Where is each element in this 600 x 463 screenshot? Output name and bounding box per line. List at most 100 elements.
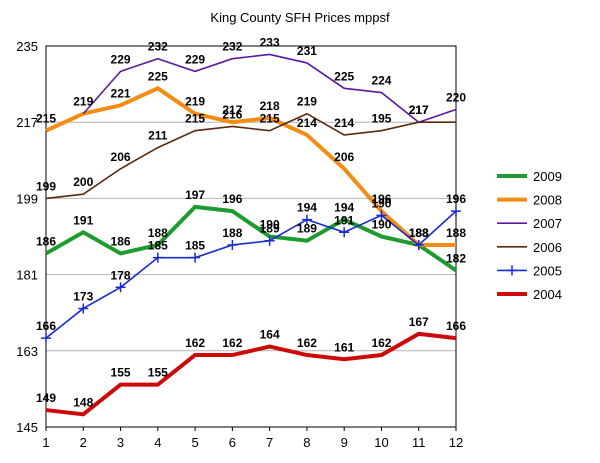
data-label: 224 (371, 74, 391, 88)
data-label: 155 (111, 366, 131, 380)
data-label: 232 (148, 40, 168, 54)
point-marker (227, 239, 238, 250)
y-tick-label: 181 (16, 268, 38, 283)
legend-label: 2004 (533, 287, 562, 302)
y-tick-label: 145 (16, 420, 38, 435)
data-label: 188 (446, 226, 466, 240)
data-label: 197 (185, 188, 205, 202)
legend-label: 2007 (533, 216, 562, 231)
data-label: 211 (148, 129, 168, 143)
data-label: 231 (297, 44, 317, 58)
data-label: 148 (73, 395, 93, 409)
data-label: 162 (371, 336, 391, 350)
legend-label: 2008 (533, 193, 562, 208)
data-label: 191 (334, 213, 354, 227)
data-label: 195 (371, 112, 391, 126)
point-marker (115, 282, 126, 293)
series-line-2008 (45, 86, 456, 247)
x-tick-label: 3 (117, 435, 124, 450)
point-marker (413, 239, 424, 250)
data-label: 215 (260, 112, 280, 126)
data-label: 221 (111, 86, 131, 100)
x-tick-label: 2 (80, 435, 87, 450)
x-tick-label: 4 (154, 435, 161, 450)
data-label: 214 (334, 116, 354, 130)
point-marker (301, 214, 312, 225)
data-label: 188 (148, 226, 168, 240)
data-label: 186 (111, 234, 131, 248)
data-label: 188 (409, 226, 429, 240)
data-label: 216 (222, 107, 242, 121)
y-tick-label: 235 (16, 39, 38, 54)
legend: 2009 2008 2007 2006 2005 2004 (497, 169, 562, 302)
y-tick-label: 163 (16, 344, 38, 359)
legend-label: 2005 (533, 263, 562, 278)
series-line-2007 (82, 53, 457, 124)
data-label: 162 (185, 336, 205, 350)
data-label: 155 (148, 366, 168, 380)
data-label: 217 (409, 103, 429, 117)
series-line-2006 (45, 112, 456, 200)
data-label: 229 (111, 52, 131, 66)
data-label: 188 (409, 226, 429, 240)
x-tick-label: 5 (191, 435, 198, 450)
point-marker (78, 303, 89, 314)
data-label: 166 (446, 319, 466, 333)
point-marker (264, 235, 275, 246)
series-line-2005 (45, 210, 457, 339)
data-label: 196 (222, 192, 242, 206)
point-marker (451, 206, 461, 217)
data-label: 164 (260, 328, 280, 342)
x-tick-label: 6 (229, 435, 236, 450)
x-tick-label: 10 (374, 435, 388, 450)
y-tick-label: 199 (16, 191, 38, 206)
series-line-2004 (45, 331, 457, 417)
x-tick-label: 8 (303, 435, 310, 450)
point-marker (190, 252, 201, 263)
data-label: 215 (36, 112, 56, 126)
series-markers (41, 206, 461, 344)
series-line-2009 (45, 204, 458, 273)
data-label: 196 (371, 192, 391, 206)
data-label: 189 (260, 222, 280, 236)
legend-label: 2009 (533, 169, 562, 184)
data-label: 190 (371, 218, 391, 232)
point-marker (376, 210, 387, 221)
data-label: 232 (222, 40, 242, 54)
data-label: 188 (222, 226, 242, 240)
plot-area (45, 45, 457, 428)
data-label: 200 (73, 175, 93, 189)
data-label: 162 (222, 336, 242, 350)
data-label: 185 (185, 239, 205, 253)
data-label: 217 (409, 103, 429, 117)
point-marker (41, 333, 51, 344)
data-label: 219 (185, 95, 205, 109)
data-label: 199 (36, 179, 56, 193)
data-label: 218 (260, 99, 280, 113)
data-label: 161 (334, 340, 354, 354)
data-label: 190 (371, 196, 391, 210)
data-label: 194 (334, 201, 354, 215)
y-axis: 145 163 181 199 217 235 (16, 39, 38, 435)
data-label: 219 (73, 95, 93, 109)
x-tick-label: 7 (266, 435, 273, 450)
data-label: 215 (185, 112, 205, 126)
point-marker (152, 252, 163, 263)
legend-marker-2005 (507, 265, 517, 276)
x-tick-label: 1 (42, 435, 49, 450)
data-label: 225 (148, 69, 168, 83)
data-label: 178 (111, 268, 131, 282)
data-label: 188 (409, 226, 429, 240)
data-label: 194 (297, 201, 317, 215)
data-label: 196 (446, 192, 466, 206)
chart-title: King County SFH Prices mppsf (210, 10, 390, 25)
data-label: 186 (36, 234, 56, 248)
y-tick-label: 217 (16, 115, 38, 130)
data-label: 220 (446, 91, 466, 105)
data-label: 229 (185, 52, 205, 66)
x-axis: 1 2 3 4 5 6 7 8 9 10 11 12 (42, 427, 463, 450)
data-label: 182 (446, 251, 466, 265)
data-label: 167 (409, 315, 429, 329)
